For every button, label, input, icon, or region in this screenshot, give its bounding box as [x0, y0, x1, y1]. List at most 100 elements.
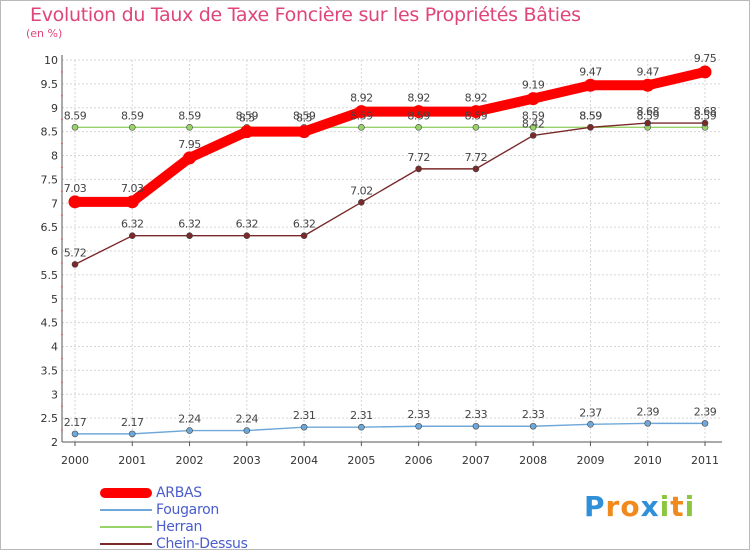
data-label: 5.72: [64, 246, 87, 259]
data-label: 8.42: [522, 117, 545, 130]
data-point: [415, 422, 422, 430]
legend-item-herran: Herran: [100, 518, 248, 535]
data-point: [583, 78, 597, 92]
data-label: 2.24: [236, 413, 259, 426]
legend-item-fougaron: Fougaron: [100, 501, 248, 518]
y-tick-label: 5: [51, 293, 58, 306]
data-label: 8.59: [178, 109, 201, 122]
data-label: 9.47: [636, 65, 659, 78]
data-label: 8.59: [579, 109, 602, 122]
data-point: [472, 124, 480, 131]
y-tick-label: 7: [51, 197, 58, 210]
data-point: [125, 195, 139, 209]
data-point: [71, 261, 79, 268]
data-point: [354, 105, 368, 119]
data-point: [71, 430, 79, 438]
y-tick-label: 2: [51, 436, 58, 449]
data-point: [71, 124, 79, 131]
data-point: [128, 232, 136, 240]
y-tick-label: 2.5: [41, 412, 59, 425]
data-point: [412, 105, 426, 119]
data-label: 8.92: [407, 92, 430, 105]
legend-swatch-herran: [100, 525, 152, 528]
y-tick-label: 4.5: [41, 317, 59, 330]
data-label: 8.92: [350, 92, 373, 105]
data-label: 2.17: [121, 416, 144, 429]
data-point: [297, 125, 311, 139]
data-label: 2.31: [350, 409, 373, 422]
legend-item-arbas: ARBAS: [100, 484, 248, 501]
y-tick-label: 3: [51, 388, 58, 401]
data-point: [186, 124, 193, 131]
data-label: 7.72: [407, 151, 430, 164]
data-label: 2.33: [522, 408, 545, 421]
data-label: 9.75: [694, 52, 717, 65]
data-point: [183, 151, 197, 165]
data-point: [358, 423, 365, 431]
data-point: [644, 119, 652, 127]
y-tick-label: 4: [51, 341, 58, 354]
data-point: [701, 420, 709, 427]
x-tick-label: 2007: [462, 454, 490, 467]
x-tick-label: 2002: [176, 454, 204, 467]
data-label: 8.59: [694, 109, 717, 122]
data-point: [587, 421, 594, 428]
data-label: 8.59: [64, 109, 87, 122]
data-label: 9.19: [522, 79, 545, 92]
y-tick-label: 9.5: [41, 78, 59, 91]
logo-letter: x: [640, 490, 660, 523]
logo-letter: i: [659, 490, 671, 523]
legend-label-fougaron: Fougaron: [156, 501, 219, 518]
proxiti-logo: Proxiti: [584, 490, 695, 523]
chart-title: Evolution du Taux de Taxe Foncière sur l…: [30, 4, 581, 26]
legend-swatch-arbas: [100, 487, 152, 498]
data-label: 8.59: [236, 109, 259, 122]
data-point: [472, 422, 480, 430]
legend-item-chein-dessus: Chein-Dessus: [100, 535, 248, 552]
data-point: [243, 232, 251, 240]
data-label: 6.32: [178, 218, 201, 231]
legend-label-chein-dessus: Chein-Dessus: [156, 535, 248, 552]
x-tick-label: 2003: [233, 454, 261, 467]
data-point: [415, 165, 422, 173]
logo-letter: t: [670, 490, 685, 523]
data-point: [186, 232, 193, 240]
series-line-chein-dessus: [74, 122, 706, 266]
data-label: 9.47: [579, 65, 602, 78]
data-label: 8.59: [465, 109, 488, 122]
legend-label-arbas: ARBAS: [156, 484, 202, 501]
data-point: [469, 105, 483, 119]
data-label: 6.32: [293, 218, 316, 231]
data-point: [358, 124, 365, 131]
data-label: 2.33: [465, 408, 488, 421]
data-point: [243, 427, 251, 434]
data-point: [472, 165, 480, 173]
data-label: 7.03: [64, 182, 87, 195]
data-label: 8.59: [522, 109, 545, 122]
data-label: 2.39: [636, 405, 659, 418]
y-tick-label: 8.5: [41, 126, 59, 139]
data-label: 8.59: [350, 109, 373, 122]
data-point: [587, 124, 594, 131]
data-label: 6.32: [121, 218, 144, 231]
series-line-arbas: [70, 66, 710, 207]
legend-swatch-chein-dessus: [100, 542, 152, 545]
data-label: 2.24: [178, 413, 201, 426]
x-tick-label: 2006: [405, 454, 433, 467]
x-tick-label: 2008: [519, 454, 547, 467]
y-tick-label: 8: [51, 150, 58, 163]
logo-letter: o: [620, 490, 641, 523]
data-point: [240, 125, 254, 139]
logo-letter: r: [605, 490, 621, 523]
y-tick-label: 6: [51, 245, 58, 258]
data-point: [529, 132, 537, 139]
y-tick-label: 10: [44, 54, 58, 67]
data-point: [358, 198, 365, 206]
x-tick-label: 2011: [691, 454, 719, 467]
data-label: 2.17: [64, 416, 87, 429]
data-label: 2.39: [694, 405, 717, 418]
legend-swatch-fougaron: [100, 508, 152, 511]
data-label: 2.33: [407, 408, 430, 421]
data-point: [128, 124, 136, 131]
